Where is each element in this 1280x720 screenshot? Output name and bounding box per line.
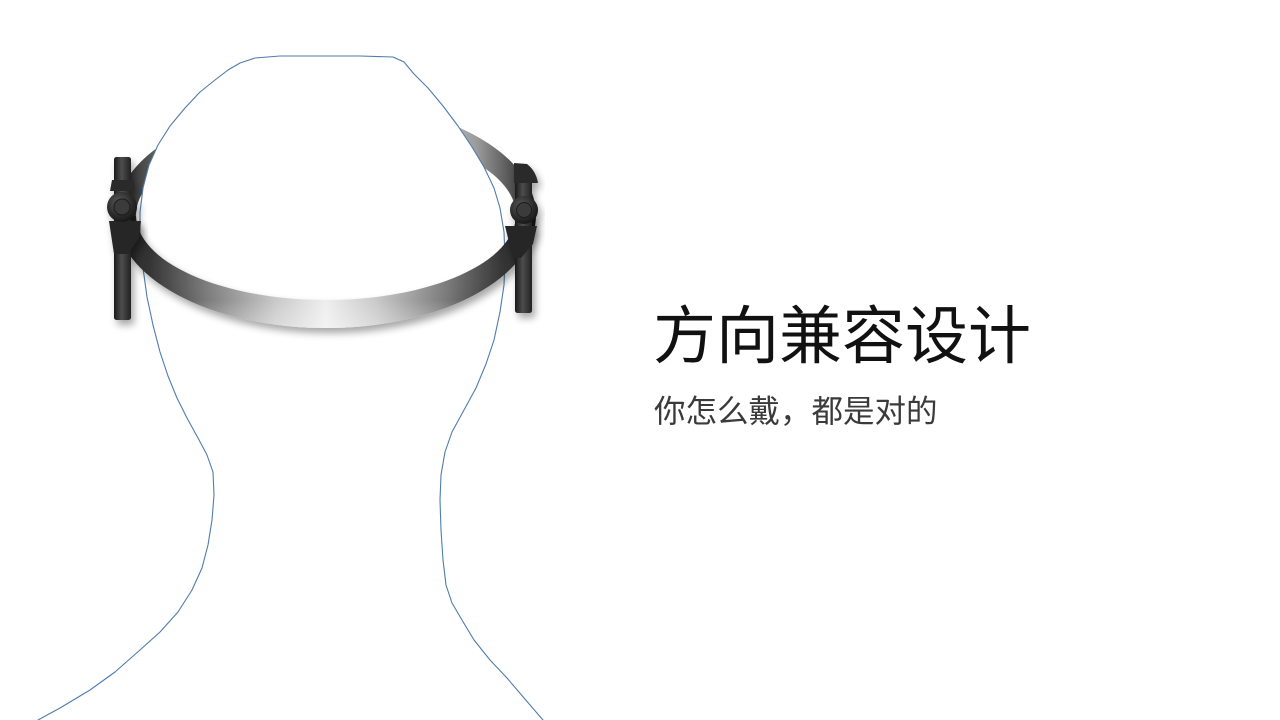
left-earpiece-mount (109, 221, 141, 254)
slide-title: 方向兼容设计 (653, 302, 1031, 372)
headset-illustration (37, 55, 544, 720)
slide-subtitle: 你怎么戴，都是对的 (654, 393, 938, 429)
left-hinge-core (113, 198, 131, 216)
headband-front (116, 216, 536, 328)
headband-front-shade (116, 216, 536, 328)
right-earpiece-cap (514, 163, 538, 183)
head-outline (37, 55, 544, 720)
left-earpiece (107, 157, 141, 320)
left-earpiece-cap (110, 180, 135, 191)
right-hinge-core (516, 202, 532, 218)
text-block: 方向兼容设计 你怎么戴，都是对的 (653, 300, 1213, 430)
right-earpiece (505, 163, 538, 313)
right-earpiece-mount (505, 226, 537, 258)
